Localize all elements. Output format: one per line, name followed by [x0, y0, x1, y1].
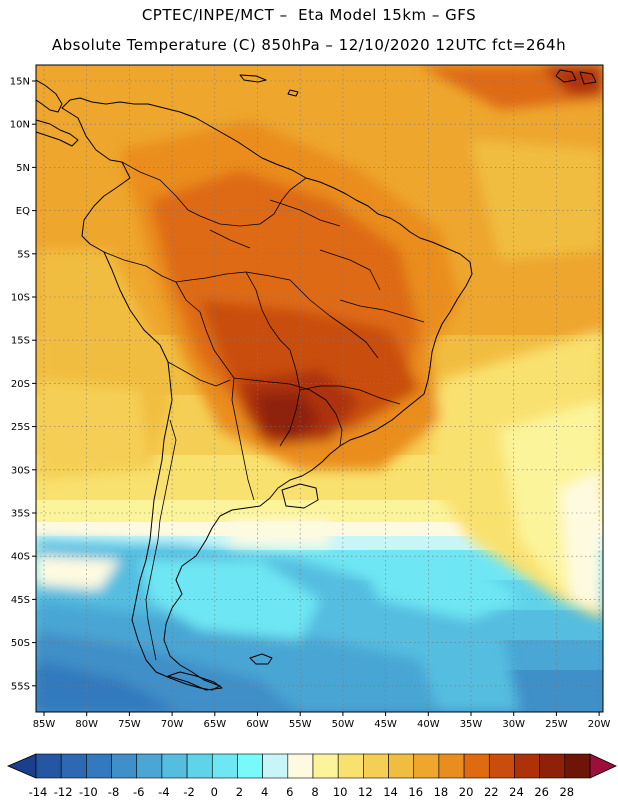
colorbar — [6, 753, 617, 779]
lon-label: 55W — [289, 719, 312, 730]
colorbar-level-label: 16 — [408, 785, 423, 799]
chart-title-line2: Absolute Temperature (C) 850hPa – 12/10/… — [51, 36, 567, 54]
lon-label: 25W — [545, 719, 568, 730]
colorbar-level-label: -2 — [183, 785, 194, 799]
colorbar-segment — [211, 753, 238, 779]
colorbar-level-label: 10 — [333, 785, 348, 799]
colorbar-level-label: 14 — [383, 785, 398, 799]
lon-label: 85W — [33, 719, 56, 730]
colorbar-level-label: 0 — [211, 785, 218, 799]
colorbar-level-label: 20 — [459, 785, 474, 799]
lon-label: 70W — [161, 719, 184, 730]
colorbar-segment — [86, 753, 112, 779]
colorbar-level-label: -4 — [158, 785, 169, 799]
colorbar-level-label: 12 — [358, 785, 373, 799]
colorbar-segment — [35, 753, 62, 779]
colorbar-segment — [262, 753, 289, 779]
colorbar-segment — [237, 753, 263, 779]
colorbar-level-label: 22 — [484, 785, 499, 799]
lat-label: 10N — [10, 120, 30, 131]
colorbar-segment — [438, 753, 465, 779]
longitude-labels: 85W 80W 75W 70W 65W 60W 55W 50W 45W 40W 35W 30W 25W 2… — [33, 719, 611, 730]
lat-label: 55S — [11, 681, 30, 692]
colorbar-level-label: 6 — [286, 785, 293, 799]
colorbar-level-label: -6 — [133, 785, 144, 799]
colorbar-level-label: 24 — [509, 785, 524, 799]
colorbar-segment — [363, 753, 389, 779]
lat-label: 5S — [17, 249, 30, 260]
colorbar-segment — [111, 753, 138, 779]
lat-label: 10S — [11, 293, 30, 304]
colorbar-segment — [539, 753, 566, 779]
map-frame — [35, 64, 604, 713]
lon-label: 30W — [502, 719, 525, 730]
colorbar-segment — [488, 753, 515, 779]
colorbar-segment — [463, 753, 490, 779]
colorbar-level-label: -14 — [29, 785, 48, 799]
colorbar-level-label: 4 — [261, 785, 268, 799]
lon-label: 45W — [374, 719, 397, 730]
lat-label: 15S — [11, 336, 30, 347]
lon-label: 50W — [332, 719, 355, 730]
colorbar-segment — [60, 753, 87, 779]
colorbar-level-label: -8 — [108, 785, 119, 799]
latitude-labels: 15N 10N 5N EQ 5S 10S 15S 20S 25S 30S 35S 40S 45S 50S 5… — [10, 77, 30, 693]
lat-label: 5N — [16, 163, 30, 174]
colorbar-level-label: -10 — [79, 785, 98, 799]
colorbar-segment — [312, 753, 339, 779]
lat-label: EQ — [16, 206, 30, 217]
lat-label: 40S — [11, 552, 30, 563]
chart-title-line1: CPTEC/INPE/MCT – Eta Model 15km – GFS — [141, 6, 477, 24]
colorbar-max-arrow — [589, 753, 617, 779]
colorbar-segment — [136, 753, 163, 779]
colorbar-segment — [337, 753, 364, 779]
lat-label: 15N — [10, 77, 30, 88]
colorbar-segment — [388, 753, 415, 779]
lat-label: 30S — [11, 465, 30, 476]
colorbar-level-label: 2 — [236, 785, 243, 799]
lat-label: 45S — [11, 595, 30, 606]
lon-label: 75W — [118, 719, 141, 730]
temperature-field — [36, 65, 603, 712]
lon-label: 60W — [246, 719, 269, 730]
colorbar-segment — [161, 753, 188, 779]
colorbar-segment — [564, 753, 591, 779]
colorbar-level-label: -12 — [54, 785, 73, 799]
lon-label: 40W — [417, 719, 440, 730]
lat-label: 50S — [11, 638, 30, 649]
lat-label: 25S — [11, 422, 30, 433]
lat-label: 35S — [11, 509, 30, 520]
colorbar-level-label: 26 — [534, 785, 549, 799]
colorbar-level-label: 18 — [434, 785, 449, 799]
lon-label: 35W — [460, 719, 483, 730]
lon-label: 20W — [588, 719, 611, 730]
colorbar-segment — [413, 753, 440, 779]
lon-label: 65W — [203, 719, 226, 730]
colorbar-min-arrow — [6, 753, 37, 779]
lat-label: 20S — [11, 379, 30, 390]
colorbar-segment — [186, 753, 213, 779]
country-borders — [103, 161, 425, 661]
colorbar-level-label: 8 — [311, 785, 318, 799]
lon-label: 80W — [75, 719, 98, 730]
colorbar-level-label: 28 — [559, 785, 574, 799]
colorbar-labels: -14 -12 -10 -8 -6 -4 -2 0 2 4 6 8 10 12 14 16 18 20 22 24 26… — [29, 785, 575, 799]
colorbar-segment — [287, 753, 314, 779]
colorbar-segment — [514, 753, 540, 779]
